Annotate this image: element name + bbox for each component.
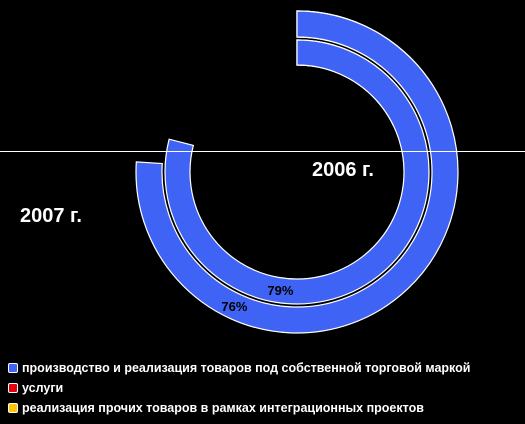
series-label-outer: 2007 г.	[20, 205, 82, 227]
slice-inner-own-brand	[164, 39, 430, 305]
legend-item-own-brand: производство и реализация товаров под со…	[8, 358, 470, 378]
legend-item-other-goods: реализация прочих товаров в рамках интег…	[8, 398, 470, 418]
data-label-outer-own-brand: 76%	[221, 299, 247, 314]
series-label-inner: 2006 г.	[312, 159, 374, 181]
legend: производство и реализация товаров под со…	[8, 358, 470, 418]
legend-swatch-services	[8, 383, 18, 393]
separator-line	[0, 151, 525, 152]
slice-outer-own-brand	[135, 10, 459, 334]
legend-swatch-own-brand	[8, 363, 18, 373]
legend-item-services: услуги	[8, 378, 470, 398]
legend-label-own-brand: производство и реализация товаров под со…	[22, 361, 471, 375]
data-label-inner-own-brand: 79%	[267, 283, 293, 298]
legend-swatch-other-goods	[8, 403, 18, 413]
legend-label-other-goods: реализация прочих товаров в рамках интег…	[22, 401, 424, 415]
legend-label-services: услуги	[22, 381, 64, 395]
